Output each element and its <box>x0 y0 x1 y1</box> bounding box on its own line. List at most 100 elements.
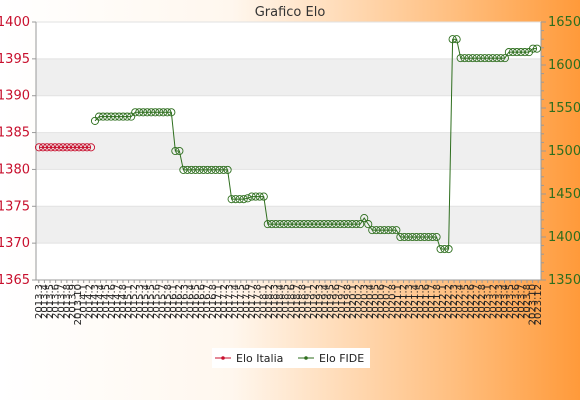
point-elo-fide <box>319 220 329 229</box>
point-elo-fide <box>203 165 212 174</box>
x-tick-label: 2020.4 <box>365 284 376 319</box>
x-tick-label: 2017.3 <box>225 284 236 319</box>
x-tick-label: 2014.4 <box>96 284 107 319</box>
y-left-tick-label: 1400 <box>0 15 30 30</box>
x-tick-label: 2018.4 <box>275 284 286 319</box>
x-axis-ticks: 2013.32013.42013.52013.62013.72013.82013… <box>34 280 544 325</box>
point-elo-fide <box>287 220 296 229</box>
x-tick-label: 2013.6 <box>51 284 62 319</box>
point-elo-fide <box>412 232 421 242</box>
point-elo-fide <box>460 54 469 63</box>
point-elo-fide <box>267 220 276 229</box>
x-tick-label: 2013.5 <box>45 284 56 319</box>
x-tick-label: 2017.5 <box>236 284 247 319</box>
point-elo-fide <box>123 112 132 121</box>
x-tick-label: 2013.7 <box>56 284 67 319</box>
y-left-tick-label: 1370 <box>0 236 30 251</box>
x-tick-label: 2014.1 <box>79 284 90 319</box>
x-tick-label: 2021.4 <box>410 284 421 319</box>
point-elo-fide <box>139 108 148 117</box>
point-elo-fide <box>191 165 200 174</box>
point-elo-fide <box>388 226 397 235</box>
point-elo-fide <box>299 220 308 229</box>
point-elo-fide <box>328 220 337 229</box>
x-tick-label: 2022.8 <box>477 284 488 319</box>
point-elo-fide <box>436 244 445 254</box>
x-tick-label: 2016.6 <box>197 284 208 319</box>
y-right-tick-label: 1500 <box>548 144 580 159</box>
point-elo-fide <box>480 54 489 63</box>
point-elo-fide <box>360 214 369 223</box>
point-elo-italia <box>50 143 60 152</box>
x-tick-label: 2021.7 <box>427 284 438 319</box>
point-elo-fide <box>207 165 216 174</box>
x-tick-label: 2018.7 <box>292 284 303 319</box>
x-tick-label: 2021.5 <box>415 284 426 319</box>
point-elo-fide <box>147 108 156 117</box>
legend-box <box>212 348 370 368</box>
point-elo-fide <box>111 112 120 121</box>
x-tick-label: 2015.4 <box>140 284 151 319</box>
x-tick-label: 2023.6 <box>511 284 522 319</box>
point-elo-fide <box>368 226 377 235</box>
point-elo-italia <box>58 143 68 152</box>
point-elo-italia <box>42 143 52 152</box>
x-tick-label: 2022.7 <box>471 284 482 319</box>
point-elo-fide <box>167 108 176 117</box>
point-elo-fide <box>452 35 461 44</box>
x-tick-label: 2021.8 <box>432 284 443 319</box>
point-elo-fide <box>424 232 433 242</box>
point-elo-italia <box>54 143 64 152</box>
point-elo-fide <box>512 48 521 57</box>
y-left-tick-label: 1390 <box>0 89 30 104</box>
point-elo-fide <box>127 112 136 121</box>
x-tick-label: 2022.2 <box>443 284 454 319</box>
point-elo-fide <box>90 116 100 125</box>
point-elo-italia <box>78 143 88 152</box>
x-tick-label: 2019.4 <box>320 284 331 319</box>
point-elo-fide <box>416 232 425 242</box>
x-tick-label: 2013.10 <box>73 284 84 325</box>
y-left-tick-label: 1395 <box>0 52 30 67</box>
point-elo-fide <box>408 232 417 242</box>
y-left-tick-label: 1385 <box>0 126 30 141</box>
point-elo-fide <box>500 54 509 63</box>
x-tick-label: 2017.2 <box>219 284 230 319</box>
x-tick-label: 2014.6 <box>107 284 118 319</box>
point-elo-italia <box>70 143 80 152</box>
point-elo-fide <box>488 54 497 63</box>
point-elo-fide <box>98 112 108 121</box>
point-elo-fide <box>279 220 288 229</box>
x-tick-label: 2019.2 <box>309 284 320 319</box>
x-tick-label: 2020.8 <box>387 284 398 319</box>
x-tick-label: 2022.6 <box>466 284 477 319</box>
x-tick-label: 2016.8 <box>208 284 219 319</box>
x-tick-label: 2021.6 <box>421 284 432 319</box>
grid-bands <box>36 58 541 244</box>
y-axis-right-minor-ticks <box>541 21 544 281</box>
y-right-tick-label: 1550 <box>548 101 580 116</box>
point-elo-italia <box>46 143 56 152</box>
x-tick-label: 2022.1 <box>438 284 449 319</box>
point-elo-italia <box>66 143 76 152</box>
point-elo-fide <box>504 48 513 57</box>
x-tick-label: 2020.1 <box>348 284 359 319</box>
point-elo-italia <box>82 143 92 152</box>
point-elo-fide <box>332 220 341 229</box>
x-tick-label: 2013.4 <box>39 284 50 319</box>
point-elo-fide <box>356 220 365 229</box>
y-axis-left-ticks: 1365 1370 1375 1380 1385 1390 1395 1400 <box>0 15 36 288</box>
x-tick-label: 2016.2 <box>174 284 185 319</box>
x-tick-label: 2016.1 <box>168 284 179 319</box>
point-elo-fide <box>364 220 373 229</box>
x-tick-label: 2019.7 <box>337 284 348 319</box>
point-elo-fide <box>456 54 465 63</box>
point-elo-fide <box>400 232 409 242</box>
point-elo-fide <box>307 220 317 229</box>
point-elo-fide <box>263 220 272 229</box>
x-tick-label: 2022.5 <box>460 284 471 319</box>
point-elo-italia <box>34 143 44 152</box>
x-tick-label: 2015.8 <box>163 284 174 319</box>
point-elo-fide <box>324 220 333 229</box>
x-tick-label: 2022.3 <box>449 284 460 319</box>
